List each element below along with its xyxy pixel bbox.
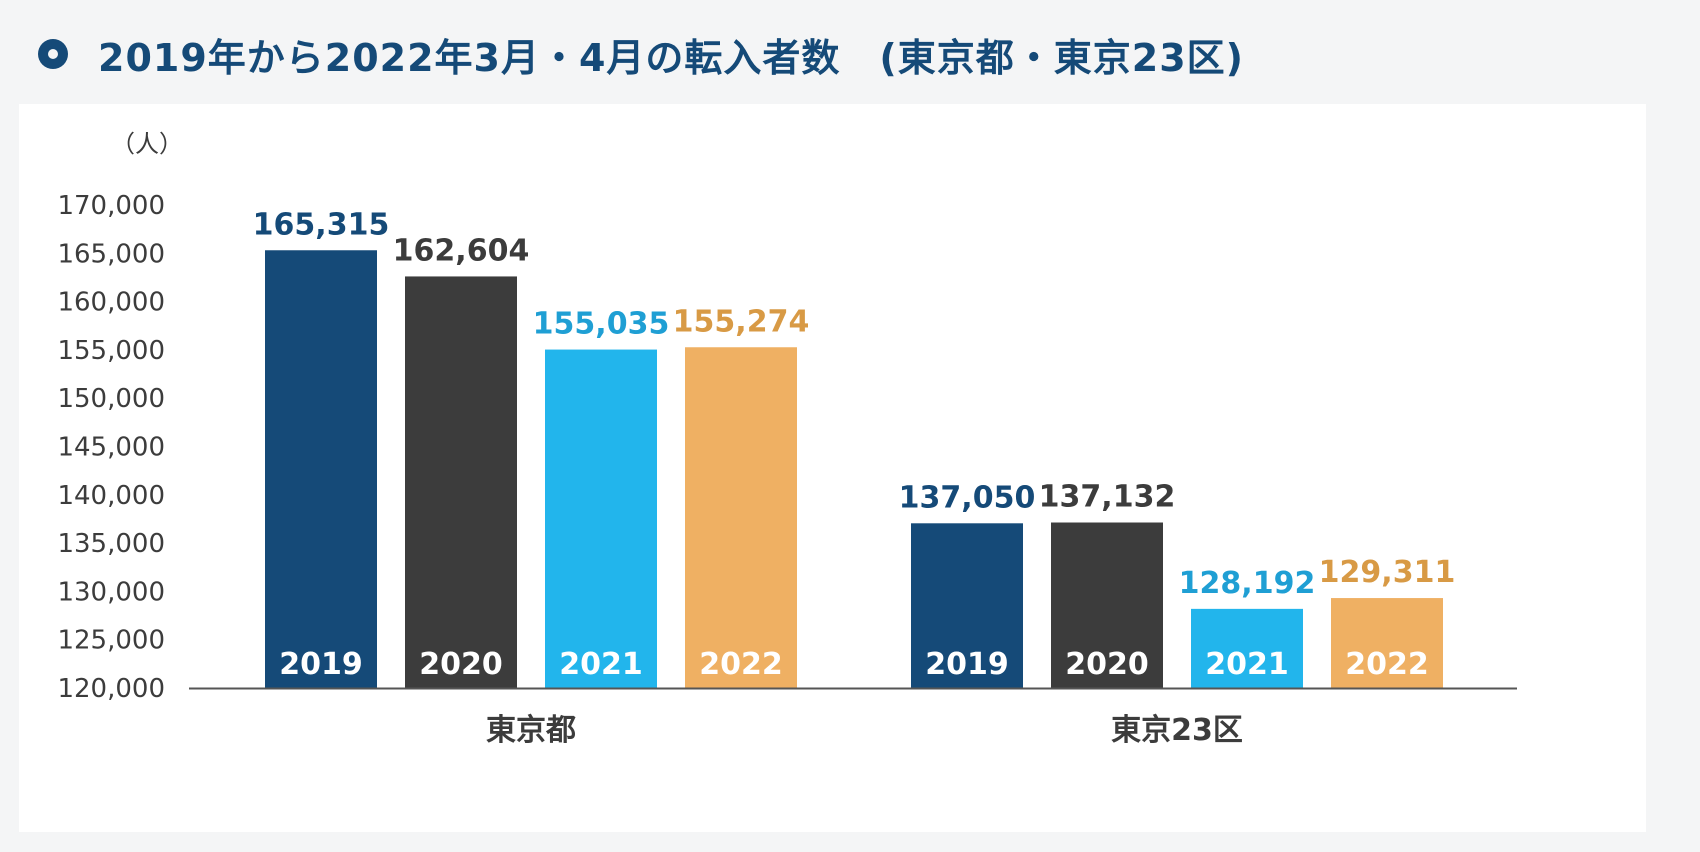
bar-series-label: 2022 — [1345, 647, 1429, 682]
y-tick-label: 135,000 — [57, 529, 165, 559]
y-tick-label: 145,000 — [57, 433, 165, 463]
bar — [1051, 522, 1163, 688]
bar-value-label: 165,315 — [253, 207, 390, 242]
x-category-label: 東京23区 — [1111, 713, 1243, 748]
bar-series-label: 2022 — [699, 647, 783, 682]
chart-header: 2019年から2022年3月・4月の転入者数 (東京都・東京23区) — [38, 24, 1244, 84]
chart-title: 2019年から2022年3月・4月の転入者数 (東京都・東京23区) — [98, 35, 1245, 80]
bar — [405, 276, 517, 688]
chart-panel: （人） 120,000 125,000 130,000 135,000 140,000 14… — [19, 104, 1646, 832]
bar-value-label: 129,311 — [1319, 555, 1456, 590]
y-tick-label: 155,000 — [57, 336, 165, 366]
y-tick-label: 140,000 — [57, 481, 165, 511]
y-tick-label: 150,000 — [57, 384, 165, 414]
bar — [1191, 608, 1303, 688]
bar-series-label: 2021 — [559, 647, 643, 682]
bar-series-label: 2019 — [279, 647, 363, 682]
bar — [685, 347, 797, 688]
bar — [265, 250, 377, 689]
y-tick-label: 125,000 — [57, 626, 165, 656]
bar-series-label: 2020 — [419, 647, 503, 682]
bar — [545, 349, 657, 688]
bar-series-label: 2021 — [1205, 647, 1289, 682]
bar-value-label: 137,050 — [899, 480, 1036, 515]
y-unit-label: （人） — [111, 130, 183, 158]
bar — [911, 523, 1023, 688]
bar-value-label: 155,035 — [533, 307, 670, 342]
bar-value-label: 155,274 — [673, 304, 810, 339]
bullet-icon — [38, 39, 68, 69]
y-tick-label: 130,000 — [57, 577, 165, 607]
bar-value-label: 162,604 — [393, 233, 530, 268]
bar-series-label: 2020 — [1065, 647, 1149, 682]
y-tick-label: 165,000 — [57, 239, 165, 269]
bar-value-label: 137,132 — [1039, 480, 1176, 515]
y-tick-label: 170,000 — [57, 191, 165, 221]
bar-value-label: 128,192 — [1179, 566, 1316, 601]
bar — [1331, 598, 1443, 688]
y-tick-label: 120,000 — [57, 674, 165, 704]
bar-series-label: 2019 — [925, 647, 1009, 682]
y-tick-label: 160,000 — [57, 288, 165, 318]
x-category-label: 東京都 — [486, 713, 576, 748]
bar-chart: （人） 120,000 125,000 130,000 135,000 140,000 14… — [57, 130, 1517, 748]
